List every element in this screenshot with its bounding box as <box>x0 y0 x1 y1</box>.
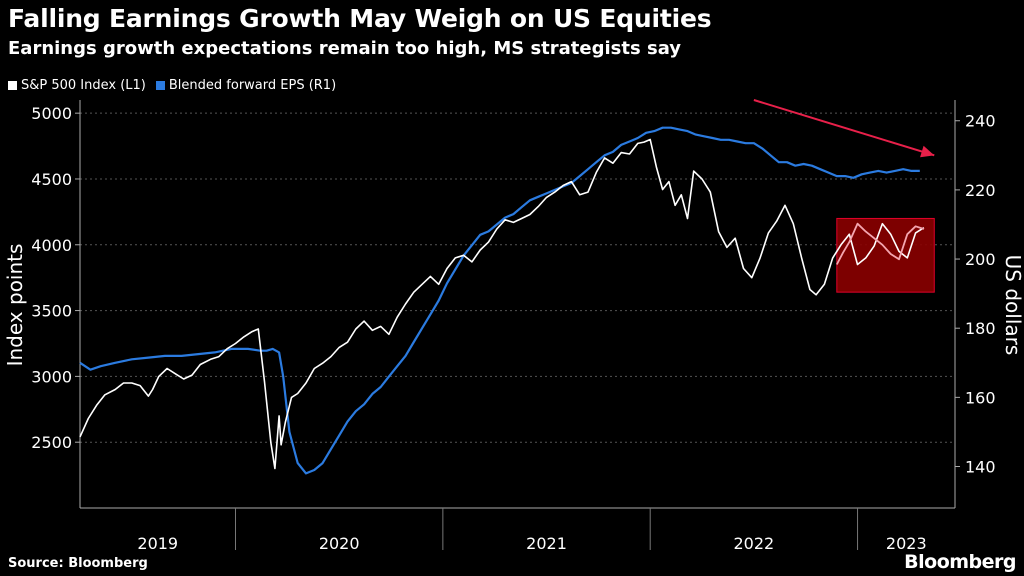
legend-label-eps: Blended forward EPS (R1) <box>168 78 337 93</box>
right-tick-label: 200 <box>965 250 996 269</box>
left-tick-label: 4000 <box>31 236 72 255</box>
left-tick-label: 3000 <box>31 367 72 386</box>
x-tick-label: 2021 <box>526 534 567 553</box>
legend-swatch-eps <box>155 81 165 90</box>
trend-arrow-head <box>920 145 935 158</box>
left-axis-title: Index points <box>3 244 27 367</box>
x-tick-label: 2019 <box>137 534 178 553</box>
right-tick-label: 180 <box>965 319 996 338</box>
legend-item-sp500: S&P 500 Index (L1) <box>8 78 146 93</box>
right-tick-label: 240 <box>965 112 996 131</box>
left-tick-label: 2500 <box>31 433 72 452</box>
sp500-highlight-segment <box>836 222 925 265</box>
left-tick-label: 3500 <box>31 302 72 321</box>
source-note: Source: Bloomberg <box>8 556 148 571</box>
left-tick-label: 4500 <box>31 170 72 189</box>
right-tick-label: 160 <box>965 388 996 407</box>
left-tick-label: 5000 <box>31 104 72 123</box>
x-tick-label: 2022 <box>734 534 775 553</box>
legend-item-eps: Blended forward EPS (R1) <box>155 78 337 93</box>
chart-subtitle: Earnings growth expectations remain too … <box>8 38 682 59</box>
x-tick-label: 2023 <box>886 534 927 553</box>
chart-title: Falling Earnings Growth May Weigh on US … <box>8 4 712 33</box>
bloomberg-logo: Bloomberg <box>904 551 1016 573</box>
right-tick-label: 140 <box>965 458 996 477</box>
right-axis-title: US dollars <box>1001 255 1024 356</box>
eps-series-line <box>79 126 920 475</box>
trend-arrow-line <box>753 99 935 157</box>
legend: S&P 500 Index (L1) Blended forward EPS (… <box>8 78 346 93</box>
x-tick-label: 2020 <box>319 534 360 553</box>
legend-swatch-sp500 <box>8 81 17 90</box>
sp500-series-line <box>79 138 925 470</box>
right-tick-label: 220 <box>965 181 996 200</box>
legend-label-sp500: S&P 500 Index (L1) <box>21 78 146 93</box>
